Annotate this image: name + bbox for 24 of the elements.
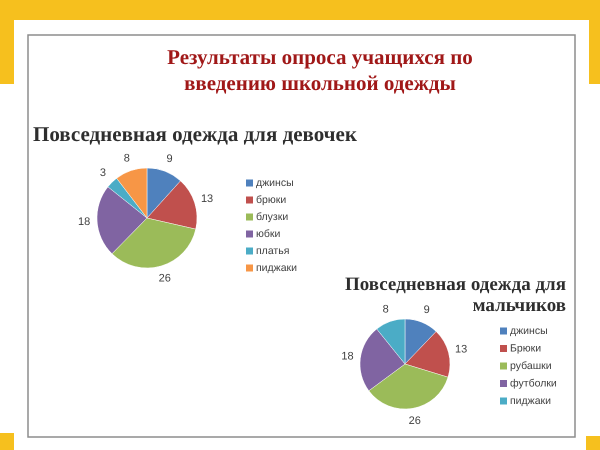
legend-label: платья	[256, 245, 290, 257]
legend-label: пиджаки	[256, 262, 298, 274]
legend-label: блузки	[256, 211, 288, 223]
data-label: 26	[408, 415, 421, 428]
legend-label: рубашки	[510, 360, 552, 372]
legend-label: брюки	[256, 194, 286, 206]
legend-label: джинсы	[256, 177, 294, 189]
data-label: 9	[424, 304, 430, 316]
legend-label: футболки	[510, 378, 557, 390]
legend-label: джинсы	[510, 325, 548, 337]
data-label: 3	[100, 167, 106, 179]
legend-label: пиджаки	[510, 395, 552, 407]
data-label: 26	[158, 272, 171, 284]
legend-label: юбки	[256, 228, 280, 240]
data-label: 13	[455, 343, 468, 356]
legend-label: Брюки	[510, 342, 542, 354]
chart-subtitle: Повседневная одежда для девочек	[33, 122, 358, 146]
data-label: 13	[200, 193, 214, 206]
chart-title: Результаты опроса учащихся по введению школьной одежды	[167, 45, 473, 95]
data-label: 8	[382, 303, 389, 316]
data-label: 8	[124, 152, 130, 164]
data-label: 18	[78, 216, 90, 228]
data-label: 18	[341, 350, 354, 363]
data-label: 9	[166, 153, 173, 166]
